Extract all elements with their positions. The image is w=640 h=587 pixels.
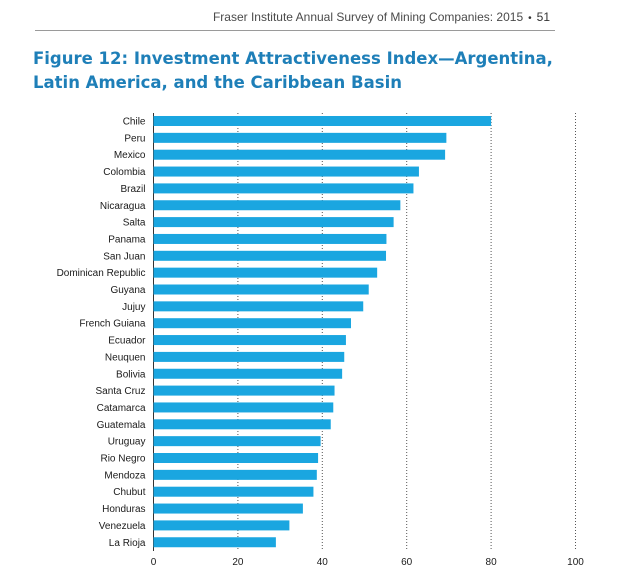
category-label: Guyana [110,285,145,296]
x-tick-label: 40 [317,557,329,568]
category-label: La Rioja [109,538,146,549]
x-tick-label: 20 [232,557,244,568]
category-label: Panama [108,234,146,245]
category-label: Catamarca [97,403,146,414]
category-label: Chile [123,117,146,128]
category-label: Peru [124,133,145,144]
bar [153,402,334,413]
x-tick-label: 0 [151,557,157,568]
bar [153,233,387,244]
figure-title: Figure 12: Investment Attractiveness Ind… [33,49,553,92]
category-label: Nicaragua [100,201,146,212]
category-label: Mexico [114,150,146,161]
category-label: Mendoza [104,470,146,481]
category-label: San Juan [103,251,145,262]
running-title: Fraser Institute Annual Survey of Mining… [212,10,524,24]
bar [153,284,369,295]
bar [153,318,351,329]
category-label: Guatemala [97,420,146,431]
bar [153,217,394,228]
bar [153,301,364,312]
bar [153,385,335,396]
category-label: Brazil [120,184,145,195]
bar [153,132,447,143]
bullet-separator: • [528,13,532,24]
category-label: Honduras [102,504,145,515]
bar [153,436,321,447]
category-label: Dominican Republic [57,268,146,279]
bar [153,183,414,194]
x-tick-label: 80 [486,557,498,568]
x-tick-label: 100 [567,557,584,568]
bar [153,200,401,211]
bar [153,503,303,514]
category-label: Neuquen [105,352,146,363]
header-rule [35,30,555,31]
bar [153,250,387,261]
bar [153,469,317,480]
category-label: Uruguay [108,437,146,448]
category-label: French Guiana [79,319,146,330]
category-label: Santa Cruz [95,386,145,397]
bar [153,419,331,430]
category-label: Jujuy [122,302,145,313]
bar [153,335,346,346]
bar [153,520,290,531]
bar [153,166,419,177]
category-label: Colombia [103,167,146,178]
bar [153,453,319,463]
category-label: Ecuador [108,336,146,347]
category-label: Venezuela [99,521,146,532]
bar [153,537,276,548]
running-header: Fraser Institute Annual Survey of Mining… [213,10,550,24]
page-number: 51 [536,10,550,24]
category-label: Chubut [113,487,145,498]
bar [153,368,343,379]
bar [153,149,446,160]
bar [153,116,492,126]
bar [153,267,378,278]
category-label: Salta [123,218,146,229]
bar [153,486,314,497]
category-label: Bolivia [116,369,146,380]
bar [153,351,345,362]
x-tick-label: 60 [401,557,413,568]
category-label: Rio Negro [100,454,145,465]
